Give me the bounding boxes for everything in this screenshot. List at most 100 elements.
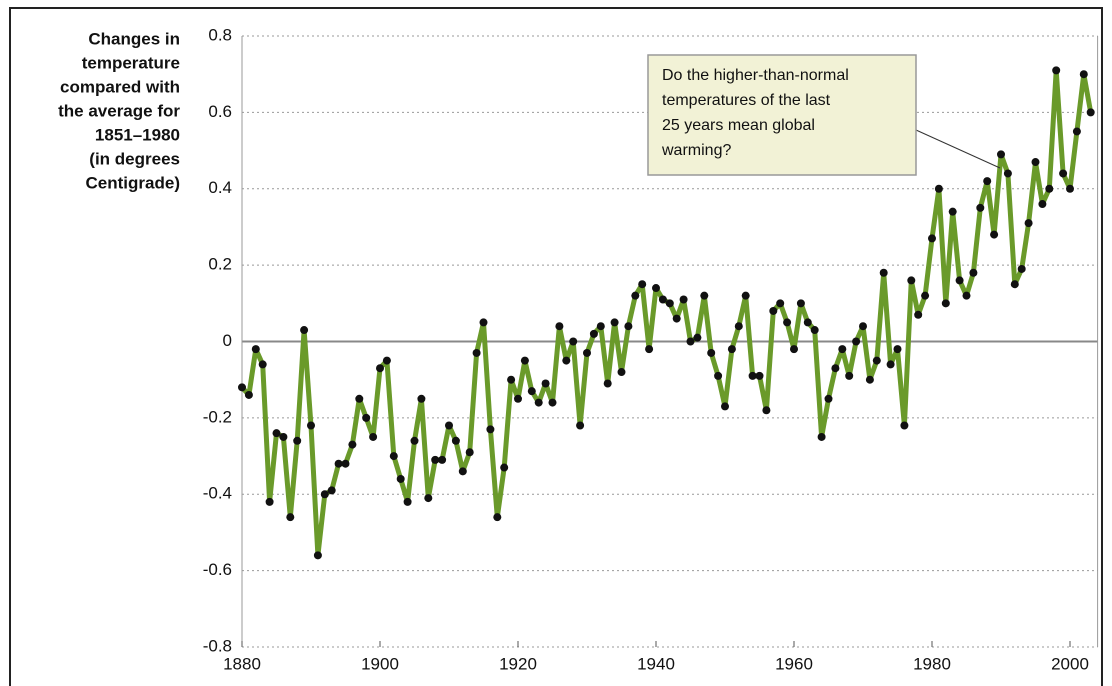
data-point xyxy=(817,432,826,441)
y-tick-label: 0.8 xyxy=(208,25,232,44)
data-point xyxy=(244,390,253,399)
y-axis-label: (in degrees xyxy=(89,149,180,168)
data-point xyxy=(1045,184,1054,193)
data-point xyxy=(652,284,660,293)
data-point xyxy=(355,394,364,403)
data-point xyxy=(307,421,315,430)
data-point xyxy=(914,310,923,319)
data-point xyxy=(755,371,764,380)
data-point xyxy=(403,497,412,506)
y-axis-label: temperature xyxy=(82,53,180,72)
data-point xyxy=(665,299,674,308)
data-point xyxy=(983,177,992,186)
data-point xyxy=(859,322,867,331)
y-tick-label: -0.4 xyxy=(203,484,232,503)
annotation-box xyxy=(647,54,917,176)
data-point xyxy=(548,398,557,407)
data-point xyxy=(258,360,267,369)
data-point xyxy=(714,371,723,380)
x-tick-label: 1960 xyxy=(775,654,813,673)
data-point xyxy=(645,345,654,354)
data-point xyxy=(445,421,453,430)
data-point xyxy=(369,432,378,441)
data-point xyxy=(734,322,743,331)
data-point xyxy=(410,436,419,445)
data-point xyxy=(721,402,729,411)
data-point xyxy=(520,356,529,365)
data-point xyxy=(1031,158,1040,167)
data-point xyxy=(313,551,322,560)
data-point xyxy=(348,440,357,449)
data-point xyxy=(472,348,481,357)
annotation-text: temperatures of the last xyxy=(662,92,831,109)
data-point xyxy=(969,268,978,277)
data-point xyxy=(334,459,343,468)
x-tick-label: 1940 xyxy=(637,654,675,673)
x-tick-label: 1980 xyxy=(913,654,951,673)
y-axis-label: compared with xyxy=(60,77,180,96)
data-point xyxy=(845,371,854,380)
data-point xyxy=(451,436,460,445)
data-point xyxy=(1024,219,1033,228)
data-point xyxy=(790,345,798,354)
data-point xyxy=(707,348,716,357)
data-point xyxy=(251,345,260,354)
data-point xyxy=(1066,184,1074,193)
data-point xyxy=(417,394,426,403)
data-point xyxy=(679,295,688,304)
data-point xyxy=(1017,264,1026,273)
data-point xyxy=(976,203,985,212)
data-point xyxy=(562,356,571,365)
data-point xyxy=(438,455,447,464)
y-tick-label: 0.2 xyxy=(208,255,232,274)
data-point xyxy=(293,436,302,445)
data-point xyxy=(527,387,536,396)
data-point xyxy=(748,371,757,380)
data-point xyxy=(589,329,598,338)
data-point xyxy=(631,291,640,300)
data-point xyxy=(507,375,516,384)
y-tick-label: -0.8 xyxy=(203,636,232,655)
data-point xyxy=(610,318,619,327)
data-point xyxy=(783,318,792,327)
data-point xyxy=(948,207,957,216)
data-point xyxy=(534,398,543,407)
data-point xyxy=(741,291,750,300)
data-point xyxy=(879,268,888,277)
data-point xyxy=(479,318,488,327)
data-point xyxy=(769,306,778,315)
data-point xyxy=(693,333,702,342)
data-point xyxy=(658,295,667,304)
data-point xyxy=(776,299,785,308)
data-point xyxy=(886,360,895,369)
data-point xyxy=(686,337,695,346)
data-point xyxy=(872,356,881,365)
annotation-text: warming? xyxy=(661,142,731,159)
data-point xyxy=(465,448,474,457)
data-point xyxy=(700,291,709,300)
data-point xyxy=(727,345,736,354)
data-point xyxy=(893,345,902,354)
data-point xyxy=(1086,108,1095,117)
data-point xyxy=(603,379,612,388)
data-point xyxy=(852,337,861,346)
x-tick-label: 1900 xyxy=(361,654,399,673)
data-point xyxy=(376,364,384,373)
annotation-text: Do the higher-than-normal xyxy=(662,67,849,84)
frame xyxy=(9,7,1103,686)
data-point xyxy=(362,413,371,422)
data-point xyxy=(638,280,647,289)
data-point xyxy=(458,467,467,476)
data-point xyxy=(486,425,495,434)
data-point xyxy=(941,299,950,308)
data-point xyxy=(576,421,585,430)
data-point xyxy=(997,150,1005,159)
data-point xyxy=(934,184,943,193)
annotation-leader xyxy=(915,129,1001,169)
data-point xyxy=(1003,169,1012,178)
data-point xyxy=(514,394,522,403)
data-point xyxy=(382,356,391,365)
y-tick-label: -0.6 xyxy=(203,560,232,579)
data-point xyxy=(541,379,550,388)
